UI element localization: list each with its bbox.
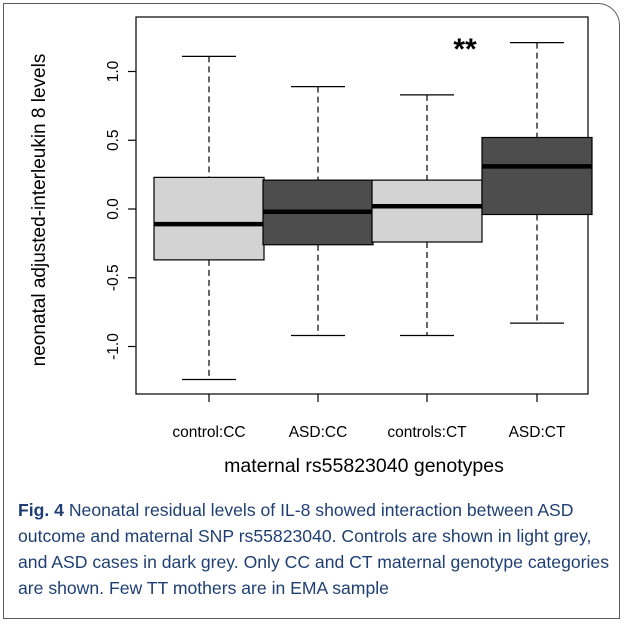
box-ASD:CT — [481, 42, 593, 324]
box-iqr — [153, 176, 265, 261]
x-tick-label: controls:CT — [387, 424, 467, 441]
figure-caption: Fig. 4 Neonatal residual levels of IL-8 … — [18, 497, 610, 601]
x-tick-label: ASD:CC — [289, 424, 348, 441]
y-axis: -1.0 -0.5 0.0 0.5 1.0 — [105, 60, 136, 360]
y-tick-label: -1.0 — [105, 333, 122, 360]
annotations: ** — [453, 33, 477, 66]
x-tick-label: control:CC — [172, 424, 245, 441]
x-tick-label: ASD:CT — [509, 424, 566, 441]
x-axis-label: maternal rs55823040 genotypes — [224, 455, 504, 477]
y-tick-label: 0.0 — [105, 198, 122, 220]
y-tick-label: 0.5 — [105, 129, 122, 151]
caption-text: Neonatal residual levels of IL-8 showed … — [18, 500, 609, 598]
box-iqr — [371, 179, 483, 243]
box-controls:CT — [371, 94, 483, 337]
box-ASD:CC — [262, 86, 374, 337]
y-tick-label: -0.5 — [105, 264, 122, 291]
box-control:CC — [153, 55, 265, 381]
boxplot-chart: -1.0-0.50.00.51.0 control:CC ASD:CC contro… — [29, 16, 593, 477]
x-axis: control:CC ASD:CC controls:CT ASD:CT — [172, 394, 566, 441]
y-tick-label: 1.0 — [105, 60, 122, 82]
y-axis-label: neonatal adjusted-interleukin 8 levels — [29, 54, 50, 367]
box-iqr — [481, 136, 593, 216]
figure-frame — [3, 3, 620, 619]
boxes — [153, 42, 593, 381]
caption-label: Fig. 4 — [18, 500, 64, 520]
significance-annotation: ** — [453, 33, 477, 66]
